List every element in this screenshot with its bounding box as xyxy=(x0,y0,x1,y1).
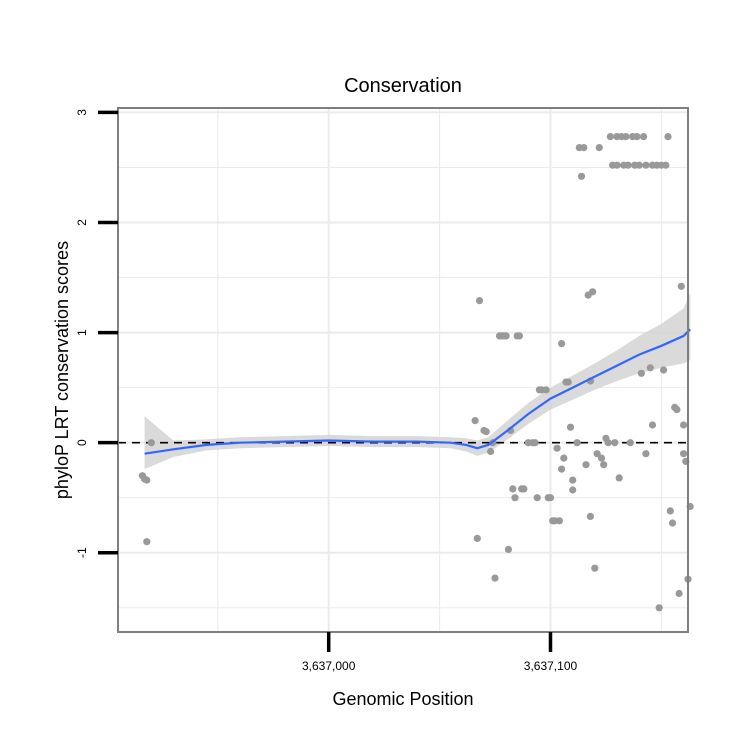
data-point xyxy=(504,545,512,554)
data-point xyxy=(611,439,619,447)
data-point xyxy=(553,444,561,452)
data-point xyxy=(582,461,590,469)
data-point xyxy=(509,485,517,493)
data-point xyxy=(531,439,539,447)
data-point xyxy=(473,534,481,543)
data-point xyxy=(637,369,646,377)
data-point xyxy=(471,417,479,425)
data-point xyxy=(675,589,683,598)
data-points xyxy=(138,133,694,612)
data-point xyxy=(591,564,599,572)
data-point xyxy=(660,366,668,374)
data-point xyxy=(642,450,650,458)
y-axis: -1 0 1 2 3 xyxy=(75,109,118,558)
data-point xyxy=(520,485,528,493)
data-point xyxy=(664,133,672,141)
data-point xyxy=(589,288,597,296)
y-tick-label: 1 xyxy=(75,329,89,336)
y-tick-label: 0 xyxy=(75,439,89,446)
data-point xyxy=(511,494,519,502)
confidence-band-group xyxy=(144,292,691,470)
data-point xyxy=(648,421,657,429)
data-point xyxy=(655,604,663,612)
data-point xyxy=(566,423,575,431)
data-point xyxy=(491,574,499,582)
data-point xyxy=(569,476,577,484)
data-point xyxy=(555,517,564,525)
x-axis-title: Genomic Position xyxy=(332,689,473,709)
data-point xyxy=(558,465,566,473)
data-point xyxy=(624,161,632,169)
data-point xyxy=(680,450,688,458)
data-point xyxy=(668,519,677,527)
data-point xyxy=(573,439,581,447)
panel-frame xyxy=(117,107,689,633)
data-point xyxy=(580,144,588,152)
data-point xyxy=(595,144,603,152)
data-point xyxy=(143,476,151,484)
data-point xyxy=(633,133,641,141)
data-point xyxy=(597,454,606,462)
y-axis-title: phyloP LRT conservation scores xyxy=(52,241,72,499)
data-point xyxy=(542,386,550,394)
data-point xyxy=(515,332,524,340)
data-point xyxy=(546,494,555,502)
data-point xyxy=(487,447,495,456)
data-point xyxy=(143,538,151,546)
data-point xyxy=(640,133,648,141)
y-tick-label: 2 xyxy=(75,219,89,226)
data-point xyxy=(680,421,688,429)
data-point xyxy=(677,282,685,290)
data-point xyxy=(558,340,566,348)
data-point xyxy=(646,364,654,372)
y-tick-label: 3 xyxy=(75,109,89,116)
data-point xyxy=(626,439,634,447)
data-point xyxy=(622,133,630,141)
data-point xyxy=(635,161,643,169)
data-point xyxy=(586,512,595,521)
x-tick-label: 3,637,100 xyxy=(524,659,578,673)
data-point xyxy=(482,428,490,436)
data-point xyxy=(577,172,586,180)
data-point xyxy=(564,378,572,386)
data-point xyxy=(662,161,670,169)
data-point xyxy=(569,486,577,494)
data-point xyxy=(615,474,623,482)
data-point xyxy=(560,454,568,462)
data-point xyxy=(666,507,674,515)
plot-panel xyxy=(117,107,694,633)
data-point xyxy=(600,461,608,469)
chart-title: Conservation xyxy=(344,75,462,97)
data-point xyxy=(606,133,615,141)
data-point xyxy=(147,439,155,447)
x-tick-label: 3,637,000 xyxy=(302,659,356,673)
data-point xyxy=(673,406,681,414)
data-point xyxy=(533,494,541,502)
smooth-line xyxy=(144,328,691,455)
data-point xyxy=(613,161,621,169)
confidence-band xyxy=(144,292,691,470)
x-axis: 3,637,000 3,637,100 xyxy=(302,632,578,673)
data-point xyxy=(502,332,510,340)
y-tick-label: -1 xyxy=(75,547,89,558)
data-point xyxy=(475,297,484,305)
data-point xyxy=(593,450,601,458)
data-point xyxy=(604,439,612,447)
data-point xyxy=(642,161,650,169)
smooth-line-group xyxy=(144,328,691,455)
